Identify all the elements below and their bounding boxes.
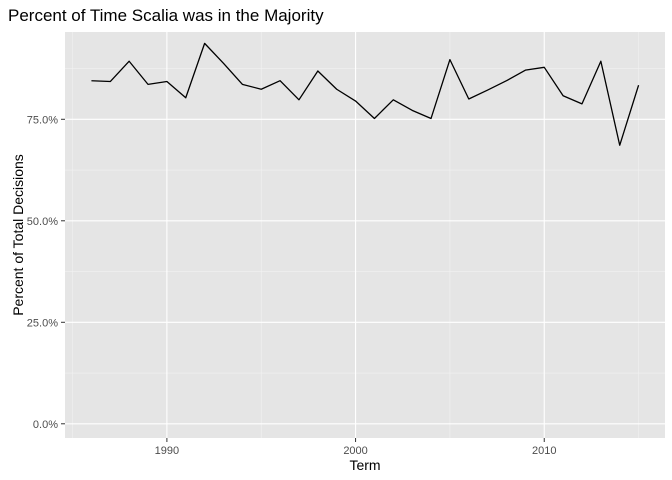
x-tick-label: 1990 [155, 445, 179, 457]
y-tick-label: 25.0% [27, 317, 58, 329]
y-tick-label: 75.0% [27, 114, 58, 126]
x-axis-label: Term [349, 457, 380, 473]
y-tick-label: 50.0% [27, 216, 58, 228]
series-layer [91, 42, 640, 146]
plot-background [65, 32, 665, 438]
y-axis-ticks: 0.0% 25.0% 50.0% 75.0% [27, 114, 65, 431]
x-tick-label: 2010 [532, 445, 556, 457]
x-axis-ticks: 1990 2000 2010 [155, 438, 556, 457]
chart-title: Percent of Time Scalia was in the Majori… [8, 6, 324, 25]
major-gridlines [65, 32, 665, 438]
y-tick-label: 0.0% [33, 419, 58, 431]
series-line [91, 42, 640, 146]
y-axis-label: Percent of Total Decisions [10, 154, 26, 316]
minor-gridlines [65, 32, 665, 438]
x-tick-label: 2000 [343, 445, 367, 457]
